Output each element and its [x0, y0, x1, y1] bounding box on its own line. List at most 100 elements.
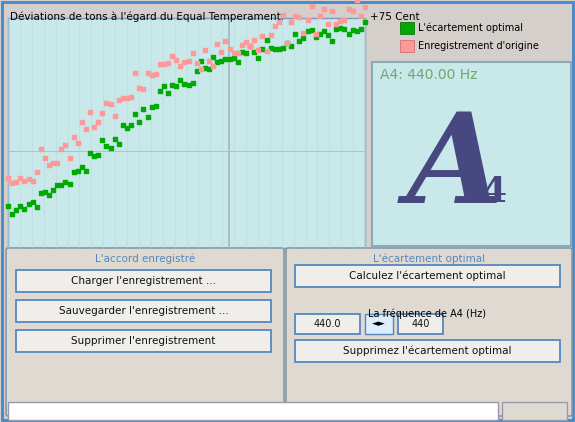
Point — [315, 30, 324, 37]
Bar — [502, 402, 567, 420]
Point — [361, 18, 370, 25]
Text: Déviations de tons à l'égard du Equal Temperament.: Déviations de tons à l'égard du Equal Te… — [10, 12, 284, 22]
Point — [102, 142, 111, 149]
Point — [20, 206, 29, 213]
Point — [106, 100, 115, 107]
Point — [110, 113, 119, 119]
Text: 440.0: 440.0 — [314, 319, 341, 329]
Point — [126, 122, 136, 129]
Text: 4: 4 — [481, 175, 506, 209]
Point — [69, 134, 78, 141]
Point — [332, 21, 341, 28]
Point — [139, 105, 148, 112]
Point — [286, 43, 296, 50]
Point — [242, 50, 251, 57]
Point — [167, 81, 177, 88]
Point — [118, 95, 128, 101]
Point — [200, 47, 209, 54]
Point — [286, 18, 296, 25]
Text: L'accord enregistré: L'accord enregistré — [95, 254, 195, 265]
Point — [188, 50, 197, 57]
Point — [53, 181, 62, 188]
Point — [266, 32, 275, 39]
Point — [28, 177, 37, 184]
Point — [348, 27, 357, 34]
Point — [151, 103, 160, 109]
Text: L'écartement optimal: L'écartement optimal — [418, 23, 523, 33]
Point — [163, 60, 172, 67]
Point — [143, 113, 152, 120]
Point — [262, 36, 271, 43]
Point — [344, 31, 353, 38]
Point — [122, 95, 132, 102]
Point — [324, 31, 333, 38]
Point — [192, 68, 201, 75]
Point — [307, 3, 316, 9]
Point — [274, 46, 283, 53]
Point — [270, 23, 279, 30]
Point — [332, 26, 341, 33]
FancyBboxPatch shape — [6, 248, 284, 416]
Point — [352, 0, 362, 3]
Point — [221, 55, 230, 62]
Point — [94, 119, 103, 125]
Point — [16, 174, 25, 181]
Point — [126, 94, 136, 100]
FancyBboxPatch shape — [295, 340, 560, 362]
Point — [303, 28, 312, 35]
Point — [147, 103, 156, 110]
Point — [12, 206, 21, 213]
Point — [3, 175, 13, 182]
Point — [229, 49, 238, 56]
FancyBboxPatch shape — [398, 314, 443, 334]
Point — [237, 49, 247, 55]
Point — [90, 124, 99, 131]
Point — [328, 8, 337, 14]
Point — [233, 59, 243, 65]
Point — [36, 189, 45, 196]
Point — [336, 24, 345, 31]
Bar — [400, 40, 414, 52]
Point — [295, 14, 304, 21]
Bar — [8, 402, 498, 420]
Point — [36, 145, 45, 152]
Text: A4: 440.00 Hz: A4: 440.00 Hz — [380, 68, 477, 82]
Bar — [372, 62, 571, 246]
Point — [176, 77, 185, 84]
Point — [328, 38, 337, 44]
Point — [102, 100, 111, 106]
Point — [319, 5, 328, 12]
Text: ◄►: ◄► — [372, 319, 386, 328]
Point — [53, 160, 62, 167]
Point — [28, 198, 37, 205]
Point — [69, 169, 78, 176]
Point — [246, 43, 255, 49]
Point — [192, 60, 201, 67]
Point — [319, 28, 328, 35]
Point — [344, 6, 353, 13]
Text: +75 Cent: +75 Cent — [370, 12, 420, 22]
Text: Enregistrement d'origine: Enregistrement d'origine — [418, 41, 539, 51]
Point — [258, 32, 267, 39]
Point — [336, 17, 345, 24]
Text: Charger l'enregistrement ...: Charger l'enregistrement ... — [71, 276, 216, 286]
FancyBboxPatch shape — [16, 270, 271, 292]
Point — [48, 187, 58, 194]
Point — [217, 49, 226, 56]
FancyBboxPatch shape — [295, 314, 360, 334]
Text: Supprimez l'écartement optimal: Supprimez l'écartement optimal — [343, 346, 512, 356]
Point — [254, 54, 263, 61]
FancyBboxPatch shape — [16, 330, 271, 352]
Point — [86, 108, 95, 115]
Point — [57, 182, 66, 189]
Point — [48, 160, 58, 166]
Point — [73, 140, 82, 146]
Point — [225, 45, 234, 52]
Point — [20, 178, 29, 184]
Point — [258, 45, 267, 52]
Point — [82, 126, 91, 133]
Point — [233, 49, 243, 56]
Point — [159, 61, 168, 68]
Point — [221, 37, 230, 44]
FancyBboxPatch shape — [16, 300, 271, 322]
